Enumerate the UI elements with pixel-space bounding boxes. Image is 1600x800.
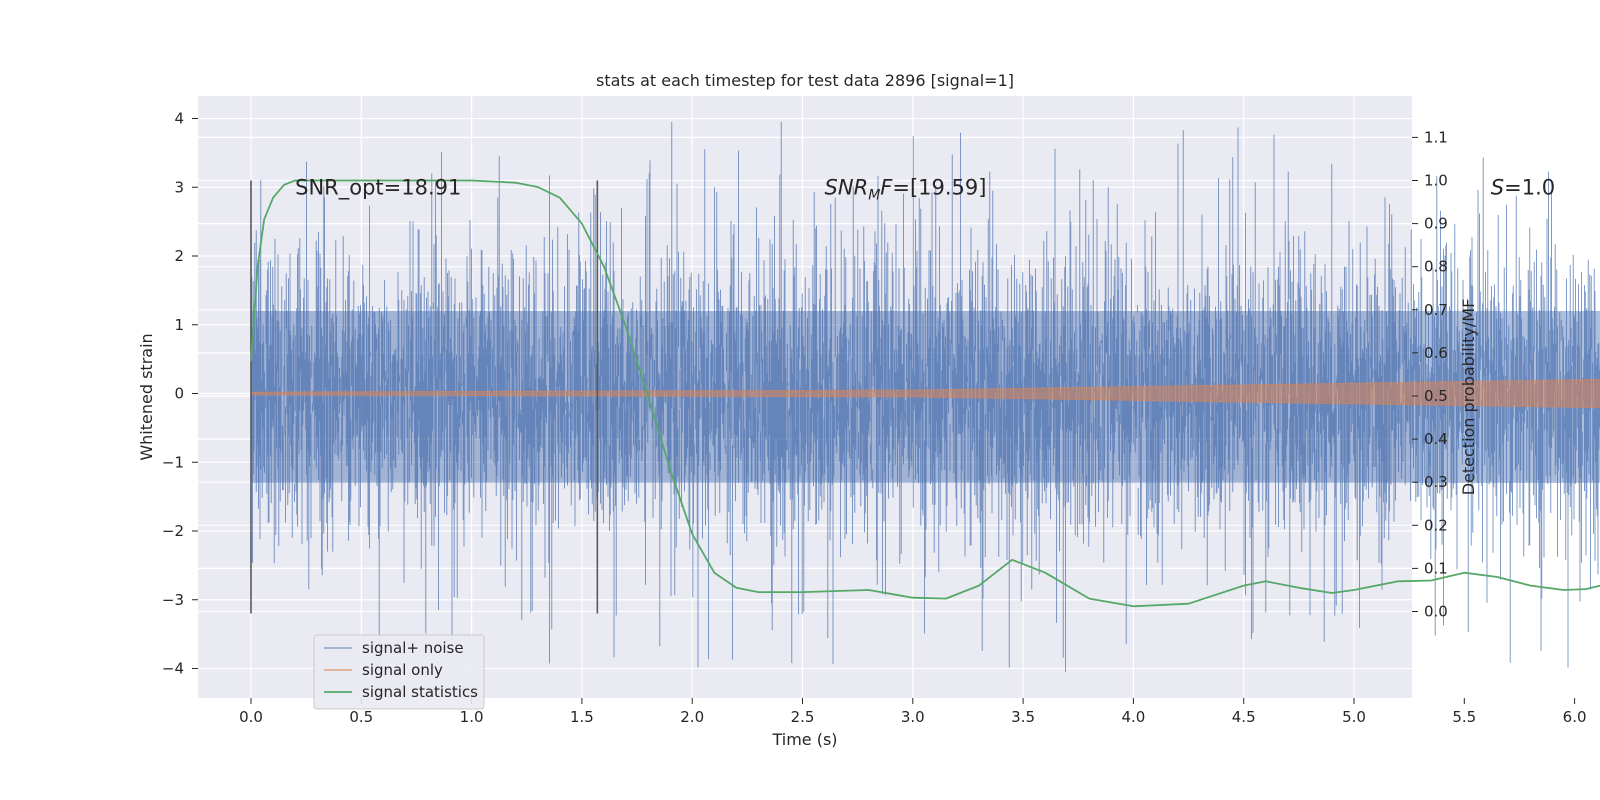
annotation-s: S=1.0 [1491, 175, 1555, 199]
y-right-axis-ticks: 0.0 0.1 0.2 0.3 0.4 0.5 0.6 0.7 0.8 0.9 1.0 1.1 [1412, 128, 1448, 621]
y-right-tick-label-11: 1.1 [1424, 128, 1448, 146]
x-axis-ticks: 0.00.51.01.52.02.53.03.54.04.55.05.56.06… [239, 698, 1587, 726]
y-right-tick-label-5: 0.5 [1424, 387, 1448, 405]
y-tick-label-3: −1 [162, 453, 184, 471]
x-axis-label: Time (s) [771, 730, 837, 749]
y-right-tick-label-4: 0.4 [1424, 430, 1448, 448]
y-right-tick-label-10: 1.0 [1424, 172, 1448, 190]
x-tick-label-5: 2.5 [791, 708, 815, 726]
y-tick-label-0: −4 [162, 660, 184, 678]
y-right-tick-label-2: 0.2 [1424, 516, 1448, 534]
legend-label-signal-noise: signal+ noise [362, 639, 464, 657]
y-axis-label: Whitened strain [137, 333, 156, 460]
y-tick-label-8: 4 [174, 110, 184, 128]
x-tick-label-0: 0.0 [239, 708, 263, 726]
x-tick-label-3: 1.5 [570, 708, 594, 726]
y-tick-label-2: −2 [162, 522, 184, 540]
y-tick-label-7: 3 [174, 178, 184, 196]
x-tick-label-7: 3.5 [1011, 708, 1035, 726]
y-right-tick-label-7: 0.7 [1424, 301, 1448, 319]
y-right-tick-label-6: 0.6 [1424, 344, 1448, 362]
x-tick-label-9: 4.5 [1232, 708, 1256, 726]
x-tick-label-6: 3.0 [901, 708, 925, 726]
annotation-snr_opt: SNR_opt=18.91 [295, 175, 461, 200]
legend-box [313, 634, 485, 710]
x-tick-label-1: 0.5 [349, 708, 373, 726]
signal-statistics-line [250, 179, 1600, 608]
y-tick-label-5: 1 [174, 316, 184, 334]
y-right-tick-label-9: 0.9 [1424, 215, 1448, 233]
y-axis-ticks: −4 −3 −2 −1 0 1 2 3 4 [162, 110, 198, 678]
y-tick-label-4: 0 [174, 385, 184, 403]
annotation-snr_mf: SNRMF=[19.59] [825, 175, 987, 203]
x-tick-label-2: 1.0 [460, 708, 484, 726]
y-tick-label-6: 2 [174, 247, 184, 265]
chart-title: stats at each timestep for test data 289… [596, 71, 1014, 90]
x-tick-label-12: 6.0 [1563, 708, 1587, 726]
signal-only-series [250, 378, 1600, 409]
y-right-tick-label-8: 0.8 [1424, 258, 1448, 276]
x-tick-label-4: 2.0 [680, 708, 704, 726]
y-right-tick-label-3: 0.3 [1424, 473, 1448, 491]
x-tick-label-11: 5.5 [1452, 708, 1476, 726]
legend-label-signal-only: signal only [362, 661, 443, 679]
legend: signal+ noise signal only signal statist… [313, 634, 485, 710]
signal-statistics-series [250, 179, 1600, 608]
y-tick-label-1: −3 [162, 591, 184, 609]
x-tick-label-10: 5.0 [1342, 708, 1366, 726]
y-right-axis-label: Detection probability/MF [1459, 299, 1478, 496]
legend-label-signal-statistics: signal statistics [362, 683, 478, 701]
signal-only-envelope [250, 378, 1600, 409]
y-right-tick-label-0: 0.0 [1424, 603, 1448, 621]
x-tick-label-8: 4.0 [1121, 708, 1145, 726]
y-right-tick-label-1: 0.1 [1424, 559, 1448, 577]
